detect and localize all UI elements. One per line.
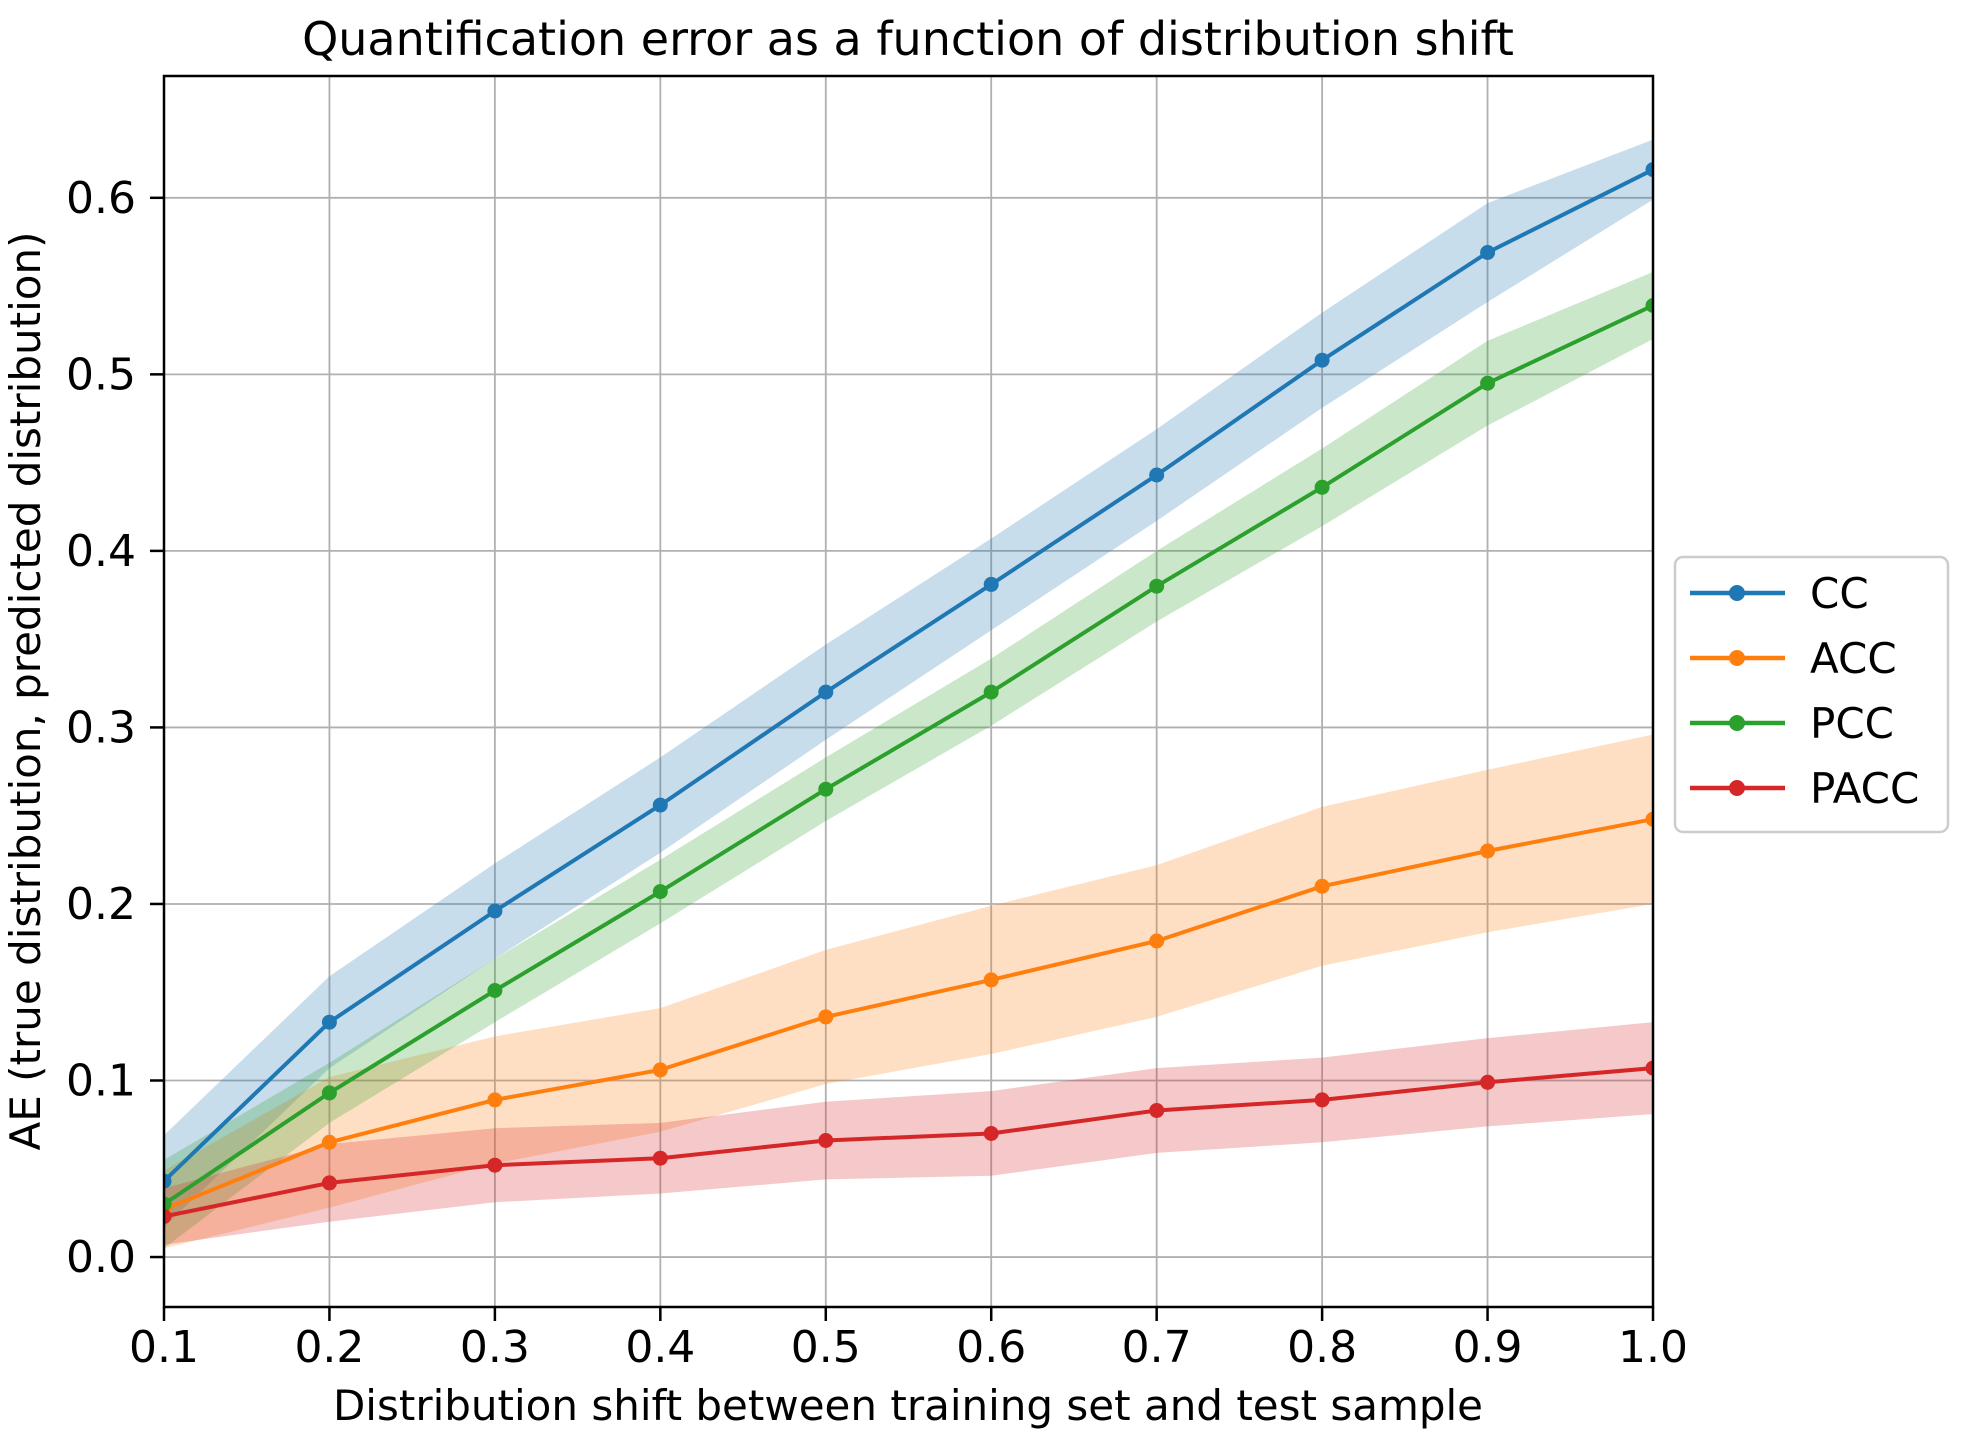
marker-acc	[652, 1062, 668, 1078]
marker-pcc	[652, 884, 668, 900]
legend-marker-sample	[1729, 585, 1745, 601]
marker-acc	[818, 1009, 834, 1025]
marker-pacc	[1149, 1103, 1165, 1118]
marker-pcc	[1149, 578, 1165, 594]
marker-acc	[1314, 878, 1330, 894]
legend-marker-sample	[1729, 780, 1745, 796]
band-pcc	[164, 272, 1653, 1249]
line-pcc	[164, 303, 1653, 1207]
marker-pacc	[652, 1150, 668, 1166]
legend: CC ACC PCC PACC	[1673, 555, 1950, 834]
marker-acc	[487, 1092, 503, 1108]
marker-pacc	[321, 1175, 337, 1191]
line-acc	[164, 817, 1653, 1212]
chart-title: Quantification error as a function of di…	[302, 12, 1514, 66]
marker-cc	[1314, 352, 1330, 368]
marker-pacc	[1645, 1060, 1653, 1076]
y-tick-label: 0.1	[66, 1056, 136, 1107]
y-tick-label: 0.2	[66, 879, 136, 930]
x-tick-label: 1.0	[1618, 1322, 1688, 1373]
line-cc	[164, 167, 1653, 1184]
x-tick-label: 0.1	[129, 1322, 199, 1373]
axes-frame	[162, 74, 1655, 1309]
marker-cc	[1645, 162, 1653, 178]
legend-box	[1673, 555, 1950, 834]
legend-marker-sample	[1729, 715, 1745, 731]
series-lines	[164, 162, 1653, 1224]
legend-label: ACC	[1810, 634, 1897, 683]
y-tick-label: 0.5	[66, 349, 136, 400]
legend-item-pcc: PCC	[1690, 699, 1894, 748]
marker-pcc	[1314, 479, 1330, 495]
legend-label: PCC	[1810, 699, 1894, 748]
legend-label: PACC	[1810, 764, 1919, 813]
y-tick-label: 0.6	[66, 173, 136, 224]
marker-acc	[1645, 811, 1653, 827]
legend-marker-sample	[1729, 650, 1745, 666]
marker-pacc	[1314, 1092, 1330, 1108]
band-cc	[164, 139, 1653, 1228]
marker-pcc	[818, 781, 834, 797]
marker-pacc	[983, 1126, 999, 1141]
line-pacc	[164, 1066, 1653, 1219]
marker-acc	[1149, 933, 1165, 949]
x-axis-label: Distribution shift between training set …	[333, 1381, 1483, 1430]
legend-item-pacc: PACC	[1690, 764, 1919, 813]
marker-cc	[818, 684, 834, 700]
marker-pcc	[983, 684, 999, 700]
x-tick-label: 0.9	[1453, 1322, 1523, 1373]
marker-cc	[1480, 245, 1496, 260]
marker-pacc	[487, 1157, 503, 1173]
y-tick-label: 0.3	[66, 702, 136, 753]
legend-item-cc: CC	[1690, 569, 1869, 618]
marker-pcc	[1480, 375, 1496, 391]
x-tick-label: 0.6	[956, 1322, 1026, 1373]
y-tick-label: 0.4	[66, 526, 136, 577]
marker-cc	[164, 1173, 172, 1189]
marker-pacc	[1480, 1074, 1496, 1090]
marker-pcc	[321, 1085, 337, 1101]
x-tick-label: 0.5	[791, 1322, 861, 1373]
y-axis-ticks	[150, 196, 164, 1259]
marker-pcc	[487, 983, 503, 998]
marker-acc	[983, 972, 999, 988]
marker-cc	[321, 1014, 337, 1030]
marker-cc	[487, 903, 503, 919]
marker-cc	[983, 576, 999, 592]
band-acc	[164, 734, 1653, 1249]
y-axis-label: AE (true distribution, predicted distrib…	[1, 232, 50, 1151]
y-axis-tick-labels: 0.0 0.1 0.2 0.3 0.4 0.5 0.6	[66, 173, 136, 1283]
marker-pcc	[164, 1196, 172, 1212]
marker-cc	[652, 797, 668, 813]
x-tick-label: 0.8	[1287, 1322, 1357, 1373]
marker-pacc	[164, 1208, 172, 1224]
marker-acc	[321, 1134, 337, 1150]
x-tick-label: 0.7	[1122, 1322, 1192, 1373]
marker-pcc	[1645, 298, 1653, 313]
x-tick-label: 0.3	[460, 1322, 530, 1373]
band-pacc	[164, 1022, 1653, 1245]
x-axis-ticks	[162, 1307, 1655, 1321]
y-tick-label: 0.0	[66, 1232, 136, 1283]
x-tick-label: 0.4	[625, 1322, 695, 1373]
marker-pacc	[818, 1133, 834, 1148]
x-tick-label: 0.2	[294, 1322, 364, 1373]
marker-acc	[1480, 843, 1496, 859]
legend-label: CC	[1810, 569, 1869, 618]
marker-cc	[1149, 467, 1165, 483]
legend-item-acc: ACC	[1690, 634, 1897, 683]
confidence-bands	[164, 139, 1653, 1249]
x-axis-tick-labels: 0.1 0.2 0.3 0.4 0.5 0.6 0.7 0.8 0.9 1.0	[129, 1322, 1688, 1373]
